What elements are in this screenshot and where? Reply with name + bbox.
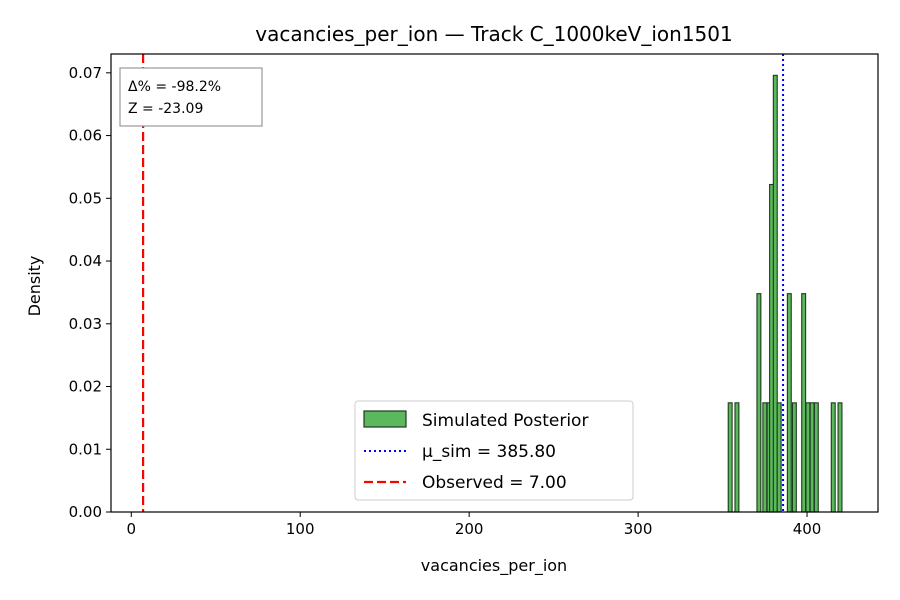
plot-frame bbox=[110, 53, 879, 513]
stats-box: Δ% = -98.2% Z = -23.09 bbox=[119, 67, 263, 127]
histogram-bar bbox=[837, 402, 843, 513]
histogram-bar bbox=[801, 293, 807, 513]
legend-label-mean: μ_sim = 385.80 bbox=[422, 442, 556, 462]
y-tick-label: 0.00 bbox=[69, 503, 102, 521]
y-tick-label: 0.05 bbox=[69, 189, 102, 207]
chart-title: vacancies_per_ion — Track C_1000keV_ion1… bbox=[255, 22, 732, 46]
x-axis-title: vacancies_per_ion bbox=[421, 556, 567, 576]
y-tick-label: 0.03 bbox=[69, 315, 102, 333]
y-tick-label: 0.04 bbox=[69, 252, 102, 270]
histogram-bar bbox=[809, 402, 815, 513]
x-tick-label: 100 bbox=[286, 520, 315, 538]
stats-box-frame bbox=[119, 67, 263, 127]
histogram-bar bbox=[727, 402, 733, 513]
y-axis-title: Density bbox=[25, 256, 44, 317]
x-axis-ticks: 0 100 200 300 400 bbox=[126, 512, 821, 538]
histogram-bar bbox=[830, 402, 836, 513]
x-tick-label: 200 bbox=[455, 520, 484, 538]
x-tick-label: 300 bbox=[624, 520, 653, 538]
legend-frame bbox=[354, 400, 634, 501]
histogram-bar bbox=[791, 402, 797, 513]
y-tick-label: 0.01 bbox=[69, 440, 102, 458]
y-tick-label: 0.06 bbox=[69, 127, 102, 145]
legend-label-observed: Observed = 7.00 bbox=[422, 473, 567, 493]
y-axis-ticks: 0.00 0.01 0.02 0.03 0.04 0.05 0.06 0.07 bbox=[69, 64, 111, 521]
stats-z-score: Z = -23.09 bbox=[128, 101, 203, 117]
legend: Simulated Posterior μ_sim = 385.80 Obser… bbox=[354, 400, 634, 501]
histogram-bar bbox=[756, 293, 762, 513]
histogram-bar bbox=[762, 402, 768, 513]
x-tick-label: 400 bbox=[793, 520, 822, 538]
histogram-bar bbox=[734, 402, 740, 513]
legend-label-simulated-posterior: Simulated Posterior bbox=[422, 411, 588, 431]
x-tick-label: 0 bbox=[126, 520, 136, 538]
y-tick-label: 0.07 bbox=[69, 64, 102, 82]
stats-delta-percent: Δ% = -98.2% bbox=[128, 79, 221, 95]
histogram-bar bbox=[805, 402, 811, 513]
histogram-bar bbox=[786, 293, 792, 513]
y-tick-label: 0.02 bbox=[69, 378, 102, 396]
legend-swatch-simulated-posterior bbox=[363, 410, 407, 428]
histogram-bar bbox=[813, 402, 819, 513]
histogram-bar bbox=[776, 402, 782, 513]
histogram-bar bbox=[772, 74, 778, 513]
